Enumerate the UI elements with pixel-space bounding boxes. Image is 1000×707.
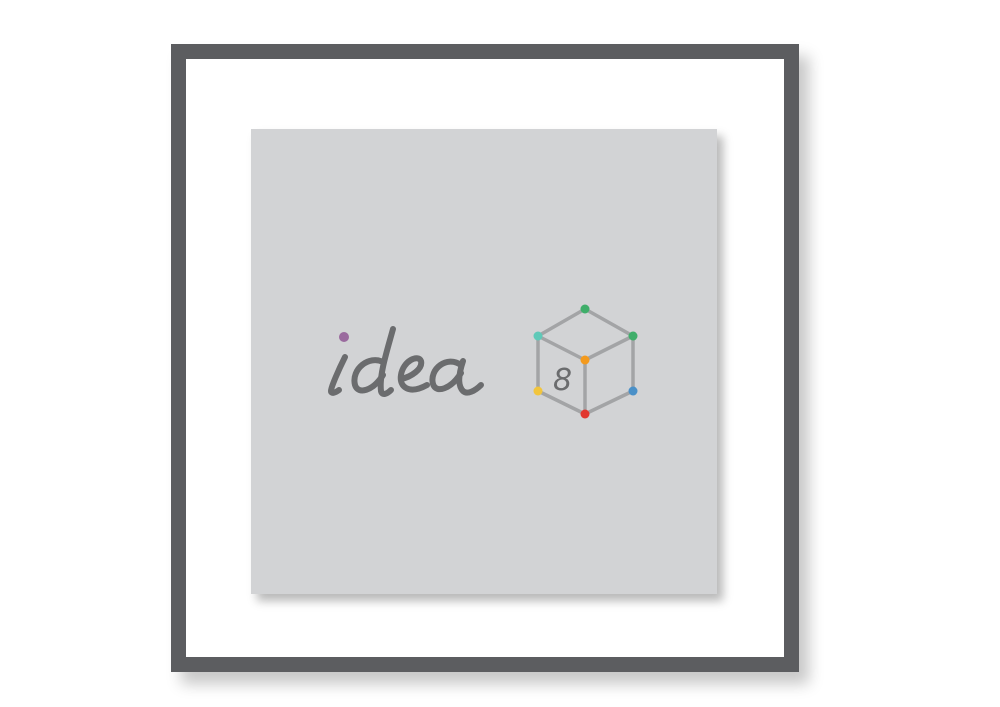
vertex-dot-left-top	[533, 331, 543, 341]
wordmark-a-bowl	[429, 358, 464, 393]
logo-wordmark	[328, 326, 484, 397]
wordmark-a-stem	[456, 358, 484, 396]
idea8-logo: 8	[328, 304, 638, 419]
wordmark-e	[397, 355, 430, 393]
vertex-dot-right-bottom	[628, 386, 638, 396]
vertex-dot-center	[580, 355, 590, 365]
cube-vertex-dots	[533, 304, 638, 419]
logo-cube	[536, 307, 635, 416]
vertex-dot-bottom	[580, 409, 590, 419]
vertex-dot-top	[580, 304, 590, 314]
wordmark-d-bowl	[351, 357, 386, 394]
vertex-dot-left-bottom	[533, 386, 543, 396]
vertex-dot-right-top	[628, 331, 638, 341]
wordmark-d-stem	[377, 326, 396, 397]
wordmark-i	[328, 354, 348, 396]
logo-numeral: 8	[553, 363, 572, 398]
wordmark-i-dot	[339, 332, 349, 342]
logo-card	[251, 129, 717, 594]
